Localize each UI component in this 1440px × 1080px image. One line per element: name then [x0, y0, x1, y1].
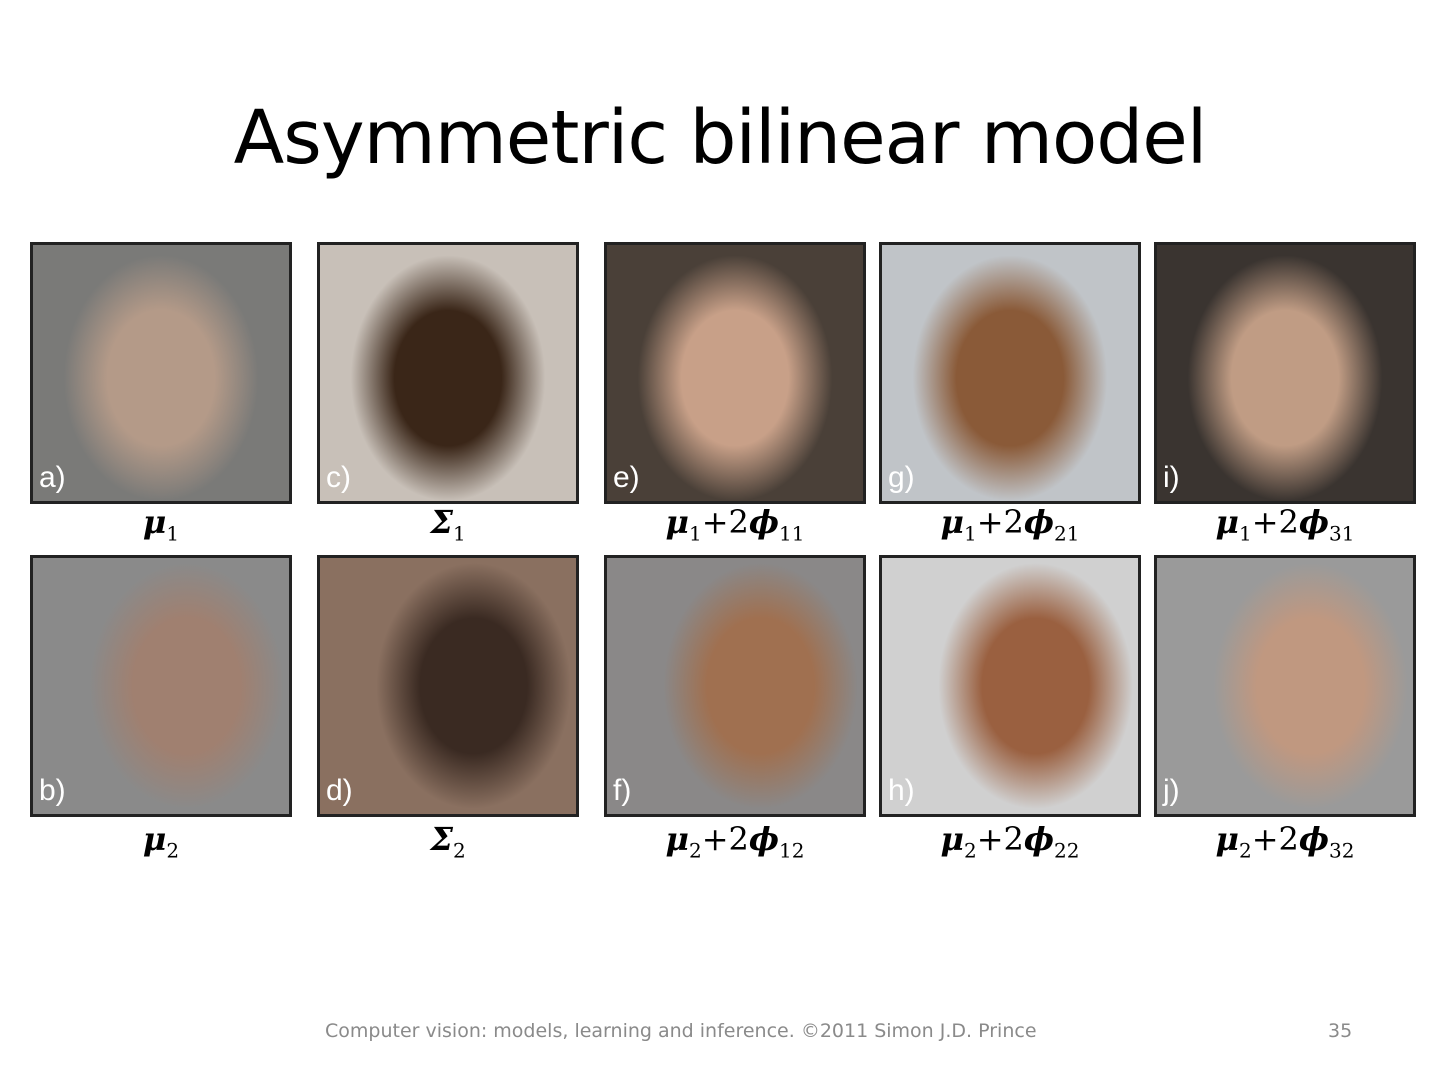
caption-subscript: 2: [166, 838, 180, 863]
caption-symbol: μ: [940, 503, 964, 541]
caption-term: +2: [976, 503, 1024, 541]
caption-subscript: 1: [166, 521, 180, 546]
caption-symbol: Σ: [430, 820, 453, 858]
caption-term-subscript: 31: [1329, 521, 1355, 546]
caption-subscript: 1: [1238, 521, 1252, 546]
panel-label: g): [888, 461, 915, 494]
caption-symbol: μ: [665, 820, 689, 858]
caption-term-subscript: 12: [779, 838, 805, 863]
caption-symbol: μ: [665, 503, 689, 541]
face-image-panel: i): [1154, 242, 1416, 504]
panel-caption: Σ1: [317, 503, 579, 545]
panel-label: c): [326, 461, 351, 494]
caption-subscript: 2: [452, 838, 466, 863]
slide-title: Asymmetric bilinear model: [233, 95, 1208, 181]
caption-phi: ϕ: [748, 820, 779, 858]
face-image-panel: c): [317, 242, 579, 504]
panel-caption: μ1+2ϕ11: [604, 503, 866, 545]
panel-caption: μ2+2ϕ12: [604, 820, 866, 862]
panel-label: a): [39, 461, 66, 494]
caption-subscript: 1: [688, 521, 702, 546]
panel-label: e): [613, 461, 640, 494]
caption-term-subscript: 21: [1054, 521, 1080, 546]
face-image-panel: f): [604, 555, 866, 817]
face-image: [882, 558, 1138, 814]
face-image: [607, 245, 863, 501]
panel-caption: μ1: [30, 503, 292, 545]
panel-label: b): [39, 774, 66, 807]
caption-symbol: μ: [142, 820, 167, 858]
face-image: [33, 245, 289, 501]
panel-caption: μ1+2ϕ31: [1154, 503, 1416, 545]
face-image-panel: d): [317, 555, 579, 817]
caption-term-subscript: 11: [779, 521, 805, 546]
face-image: [1157, 245, 1413, 501]
caption-symbol: μ: [142, 503, 167, 541]
caption-term: +2: [1251, 503, 1299, 541]
caption-phi: ϕ: [1298, 503, 1329, 541]
panel-caption: μ2+2ϕ22: [879, 820, 1141, 862]
face-image: [882, 245, 1138, 501]
panel-caption: Σ2: [317, 820, 579, 862]
caption-phi: ϕ: [748, 503, 779, 541]
panel-caption: μ2: [30, 820, 292, 862]
panel-caption: μ2+2ϕ32: [1154, 820, 1416, 862]
caption-subscript: 1: [452, 521, 466, 546]
face-image: [320, 245, 576, 501]
face-image-panel: g): [879, 242, 1141, 504]
caption-symbol: Σ: [430, 503, 453, 541]
face-image-panel: a): [30, 242, 292, 504]
face-image: [33, 558, 289, 814]
caption-phi: ϕ: [1023, 820, 1054, 858]
caption-symbol: μ: [940, 820, 964, 858]
panel-label: i): [1163, 461, 1180, 494]
panel-label: h): [888, 774, 915, 807]
footer-text: Computer vision: models, learning and in…: [325, 1020, 1037, 1042]
face-image-panel: j): [1154, 555, 1416, 817]
caption-subscript: 1: [963, 521, 977, 546]
face-image: [1157, 558, 1413, 814]
caption-term-subscript: 22: [1054, 838, 1080, 863]
caption-subscript: 2: [963, 838, 977, 863]
face-image: [320, 558, 576, 814]
caption-symbol: μ: [1215, 503, 1239, 541]
caption-phi: ϕ: [1298, 820, 1329, 858]
panel-label: d): [326, 774, 353, 807]
page-number: 35: [1328, 1020, 1353, 1042]
face-image: [607, 558, 863, 814]
caption-term-subscript: 32: [1329, 838, 1355, 863]
panel-label: f): [613, 774, 632, 807]
caption-symbol: μ: [1215, 820, 1239, 858]
face-image-panel: h): [879, 555, 1141, 817]
caption-term: +2: [701, 503, 749, 541]
caption-subscript: 2: [1238, 838, 1252, 863]
panel-caption: μ1+2ϕ21: [879, 503, 1141, 545]
caption-term: +2: [701, 820, 749, 858]
caption-term: +2: [1251, 820, 1299, 858]
caption-term: +2: [976, 820, 1024, 858]
caption-phi: ϕ: [1023, 503, 1054, 541]
face-image-panel: b): [30, 555, 292, 817]
panel-label: j): [1163, 774, 1180, 807]
caption-subscript: 2: [688, 838, 702, 863]
face-image-panel: e): [604, 242, 866, 504]
